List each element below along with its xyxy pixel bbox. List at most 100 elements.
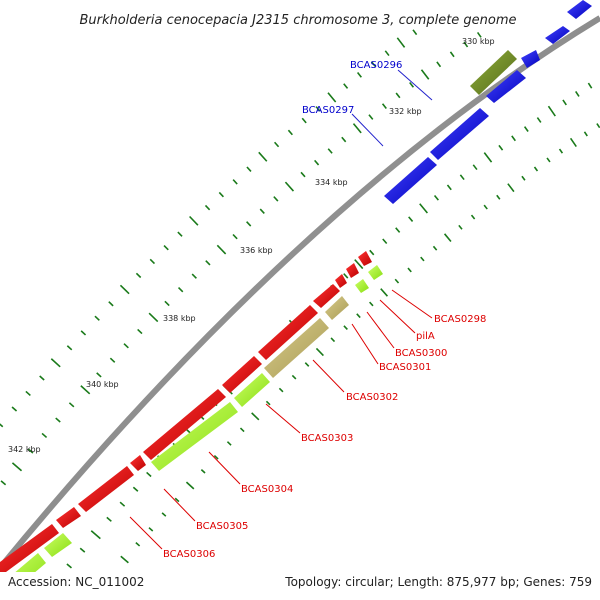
track-dot — [90, 530, 101, 540]
track-dot — [533, 166, 539, 172]
track-dot — [246, 221, 252, 227]
ortholog-bright-0303 — [234, 373, 270, 407]
track-dot — [68, 402, 75, 408]
forward-orthology-track — [470, 50, 517, 95]
tick-label: 338 kbp — [163, 314, 196, 323]
track-dot — [575, 90, 580, 97]
track-dot — [163, 245, 169, 251]
accession-text: Accession: NC_011002 — [8, 575, 144, 589]
track-dot — [191, 273, 197, 279]
track-dot — [483, 152, 493, 163]
track-dot — [287, 129, 293, 136]
track-dot — [123, 343, 129, 349]
track-dot — [119, 501, 126, 507]
track-dot — [356, 72, 362, 78]
ortholog-bright-0298 — [368, 265, 383, 280]
track-dot — [446, 184, 452, 191]
track-dot — [498, 144, 504, 151]
track-dot — [407, 267, 412, 273]
cds-forward-0296-arrow — [521, 50, 540, 68]
ortholog-tan-0301 — [325, 296, 349, 320]
track-dot — [536, 117, 542, 123]
footer-background — [0, 572, 600, 600]
gene-label-reverse: pilA — [416, 331, 435, 342]
track-dot — [258, 151, 268, 162]
track-dot — [11, 462, 23, 472]
track-dot — [119, 284, 130, 295]
track-dot — [356, 313, 361, 319]
gene-label-reverse: BCAS0300 — [395, 348, 447, 359]
track-dot — [470, 214, 476, 220]
cds-forward-0297a — [430, 108, 489, 160]
track-dot — [301, 117, 307, 124]
position-ticks: 330 kbp 332 kbp 334 kbp 336 kbp 338 kbp … — [8, 37, 495, 454]
track-dot — [226, 441, 232, 446]
track-dot — [213, 454, 219, 460]
track-dot — [304, 362, 310, 367]
track-dot — [216, 244, 227, 255]
track-dot — [343, 273, 349, 279]
track-dot — [177, 287, 184, 293]
tick-label: 342 kbp — [8, 445, 41, 454]
track-dot — [419, 203, 428, 214]
cds-reverse-0303a — [222, 356, 262, 393]
genome-stats-text: Topology: circular; Length: 875,977 bp; … — [284, 575, 592, 589]
track-dot — [232, 233, 238, 240]
track-dot — [341, 136, 347, 143]
track-dot — [300, 171, 306, 178]
track-dot — [265, 400, 271, 406]
track-dot — [369, 249, 375, 256]
track-dot — [218, 191, 224, 198]
cds-reverse-0301 — [313, 284, 340, 308]
track-dot — [546, 157, 551, 163]
cds-reverse-0306a — [56, 507, 81, 528]
track-dot — [200, 469, 206, 474]
gene-label-reverse: BCAS0303 — [301, 433, 353, 444]
track-dot — [368, 114, 374, 120]
track-dot — [420, 256, 425, 262]
track-dot — [0, 480, 7, 486]
feature-dot-tracks — [0, 29, 600, 569]
track-dot — [583, 131, 588, 137]
tick-label: 332 kbp — [389, 107, 422, 116]
track-dot — [315, 106, 321, 112]
track-dot — [381, 103, 387, 109]
cds-reverse-0305 — [78, 466, 134, 512]
track-dot — [278, 387, 284, 393]
track-dot — [291, 374, 297, 380]
track-dot — [432, 245, 438, 251]
track-dot — [174, 497, 180, 503]
track-dot — [511, 135, 516, 142]
track-dot — [327, 92, 337, 103]
track-dot — [483, 204, 488, 210]
gene-label-reverse: BCAS0298 — [434, 314, 486, 325]
gene-labels: BCAS0296 BCAS0297 BCAS0298 pilA BCAS0300… — [129, 60, 486, 560]
track-dot — [11, 406, 18, 412]
track-dot — [148, 312, 159, 323]
track-dot — [369, 301, 374, 307]
track-dot — [284, 181, 295, 192]
track-dot — [120, 555, 129, 564]
cds-forward-0297b — [384, 157, 437, 204]
track-dot — [27, 448, 34, 454]
track-dot — [185, 481, 195, 490]
track-dot — [458, 224, 463, 230]
track-dot — [80, 385, 91, 395]
track-dot — [433, 194, 439, 201]
track-dot — [189, 215, 199, 226]
cds-reverse-0306b — [0, 524, 59, 572]
ortholog-bright-0306 — [44, 533, 72, 557]
track-dot — [55, 417, 61, 423]
track-dot — [205, 260, 211, 266]
gene-label-reverse: BCAS0305 — [196, 521, 248, 532]
gene-label-reverse: BCAS0302 — [346, 392, 398, 403]
track-dot — [562, 99, 567, 106]
track-dot — [135, 272, 142, 279]
tick-label: 336 kbp — [240, 246, 273, 255]
track-dot — [164, 300, 170, 307]
track-dot — [476, 31, 482, 38]
track-dot — [135, 542, 141, 547]
track-dot — [547, 105, 556, 117]
track-dot — [521, 175, 526, 181]
track-dot — [259, 208, 265, 215]
